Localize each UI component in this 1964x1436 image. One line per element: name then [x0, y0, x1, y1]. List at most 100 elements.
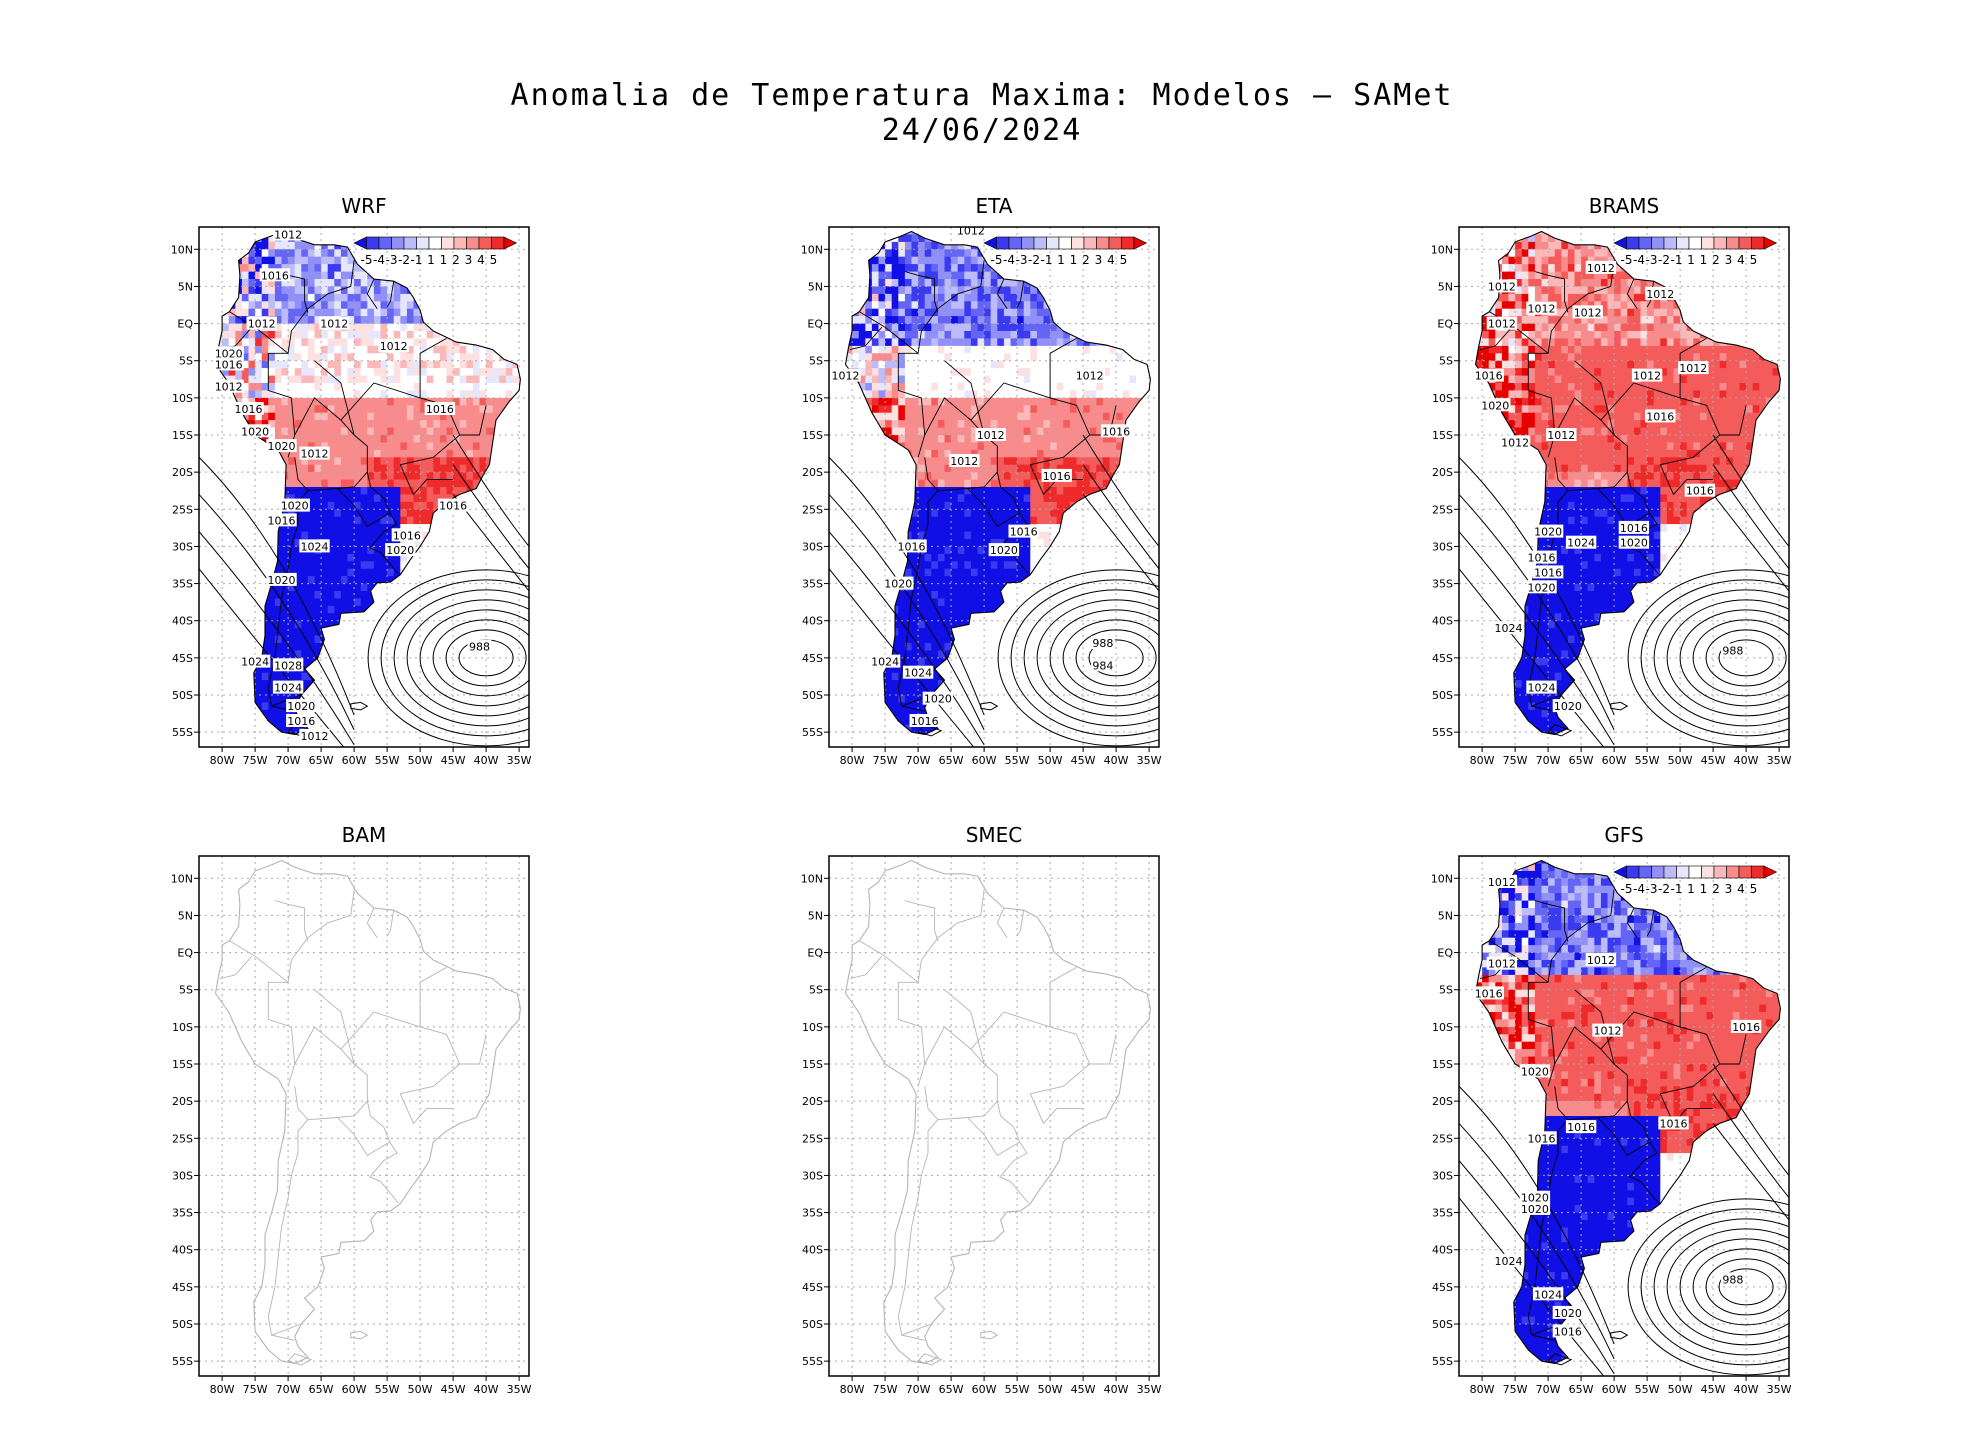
isobar-label: 1016 — [1534, 566, 1562, 579]
colorbar-label: 5 — [1750, 882, 1758, 896]
isobar-label: 1024 — [274, 682, 302, 695]
isobar-label-bg — [1486, 279, 1518, 293]
isobar-label: 1024 — [241, 656, 269, 669]
lat-label: 45S — [802, 1281, 823, 1294]
isobar-label-bg — [1480, 398, 1511, 412]
colorbar-swatch — [996, 236, 1010, 250]
lat-label: 55S — [1432, 1355, 1453, 1368]
lon-label: 70W — [906, 1383, 931, 1396]
isobar-label: 1016 — [287, 715, 315, 728]
colorbar-swatch — [1713, 236, 1727, 250]
isobar-label-bg — [1552, 699, 1584, 713]
colorbar-swatch — [428, 236, 442, 250]
lon-label: 45W — [441, 754, 466, 767]
isobar-label: 1020 — [287, 700, 315, 713]
lon-label: 60W — [972, 754, 997, 767]
lat-label: 25S — [172, 1132, 193, 1145]
lon-label: 40W — [474, 754, 499, 767]
island — [1610, 1330, 1629, 1340]
isobar-label-bg — [272, 658, 304, 672]
isobar-lines — [829, 434, 1159, 747]
lat-label: 35S — [172, 578, 193, 591]
lon-label: 55W — [1635, 754, 1660, 767]
isobar-label: 1012 — [1679, 362, 1707, 375]
lat-label: 15S — [1432, 429, 1453, 442]
isobar-label: 1016 — [261, 269, 289, 282]
lat-label: 25S — [1432, 503, 1453, 516]
colorbar-arrow — [1133, 236, 1148, 250]
colorbar-swatch — [1651, 236, 1665, 250]
isobar-label-bg — [286, 714, 317, 727]
isobar-label: 984 — [1092, 659, 1113, 672]
isobar-label-bg — [1008, 524, 1039, 538]
colorbar-label: -3 — [1646, 253, 1658, 267]
colorbar-swatch — [1033, 236, 1047, 250]
graticule — [199, 856, 529, 1376]
isobar-label: 1012 — [1574, 306, 1602, 319]
colorbar-swatch — [1071, 236, 1085, 250]
isobar-label-bg — [286, 699, 317, 713]
island — [350, 701, 369, 711]
isobar-label-bg — [1546, 428, 1577, 441]
lon-label: 55W — [1005, 1383, 1030, 1396]
lat-label: 5N — [808, 280, 823, 293]
isobar-label: 1016 — [1528, 552, 1556, 565]
colorbar-label: 3 — [465, 253, 473, 267]
isobar-label-bg — [1585, 260, 1617, 274]
isobar-label-bg — [1486, 875, 1518, 888]
isobar-label: 1016 — [439, 500, 467, 513]
isobar-label-bg — [213, 346, 244, 360]
lat-label: 40S — [172, 1244, 193, 1257]
isobar-label: 1012 — [1076, 370, 1104, 383]
figure-date: 24/06/2024 — [881, 113, 1083, 148]
map-frame — [1458, 855, 1790, 1377]
country-borders — [1479, 260, 1747, 712]
isobar-label: 1020 — [1620, 537, 1648, 550]
lon-label: 65W — [1569, 1383, 1594, 1396]
isobar-label: 1020 — [241, 425, 269, 438]
isobar-label: 1012 — [301, 448, 329, 461]
isobar-label-bg — [266, 439, 297, 453]
lon-label: 75W — [873, 754, 898, 767]
isobar-label: 1012 — [1594, 1025, 1622, 1038]
colorbar-label: 1 — [1070, 253, 1078, 267]
colorbar-arrow — [1763, 865, 1778, 879]
lat-label: 35S — [172, 1207, 193, 1220]
colorbar-label: 2 — [452, 253, 460, 267]
colorbar-label: 1 — [1700, 253, 1708, 267]
lon-label: 55W — [1005, 754, 1030, 767]
lat-label: 35S — [1432, 1207, 1453, 1220]
colorbar-label: -1 — [1671, 882, 1683, 896]
country-borders — [219, 889, 487, 1341]
colorbar-label: -4 — [1633, 882, 1645, 896]
lon-label: 45W — [1701, 754, 1726, 767]
isobar-label: 1012 — [1587, 262, 1615, 275]
island — [1547, 724, 1573, 737]
lon-label: 35W — [507, 754, 532, 767]
isobar-label: 1024 — [904, 667, 932, 680]
isobar-label-bg — [1645, 409, 1676, 423]
isobar-label: 1012 — [832, 370, 860, 383]
isobar-label-bg — [1100, 424, 1132, 438]
lon-label: 60W — [1602, 1383, 1627, 1396]
lon-label: 50W — [1668, 1383, 1693, 1396]
colorbar-swatch — [1676, 865, 1690, 879]
colorbar-swatch — [1701, 865, 1715, 879]
lon-label: 80W — [840, 1383, 865, 1396]
lon-label: 65W — [939, 754, 964, 767]
colorbar-swatch — [1626, 865, 1640, 879]
lat-label: 10N — [171, 872, 193, 885]
lon-label: 70W — [1536, 754, 1561, 767]
colorbar-swatch — [1738, 865, 1752, 879]
lon-label: 75W — [243, 754, 268, 767]
colorbar-swatch — [1008, 236, 1022, 250]
colorbar-label: 1 — [440, 253, 448, 267]
map-panel-smec: SMEC 10N 5N EQ 5S 10S 15S 20S 25S 30S 35S 40S 45S 50S… — [801, 823, 1162, 1396]
isobar-label: 1012 — [1488, 318, 1516, 331]
isobar-label: 1024 — [1528, 682, 1556, 695]
isobar-label: 1012 — [1528, 303, 1556, 316]
isobar-label-bg — [1721, 1272, 1745, 1286]
map-frame — [198, 226, 530, 748]
